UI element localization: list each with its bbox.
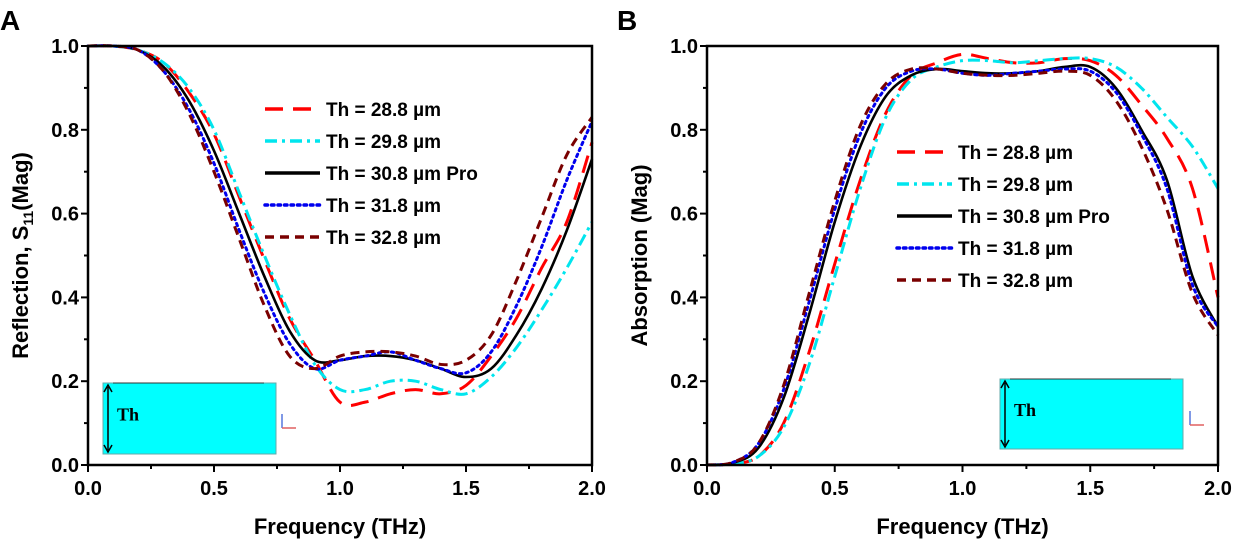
series-line-3 — [705, 67, 1220, 467]
legend-label: Th = 29.8 µm — [958, 175, 1073, 196]
y-tick-label: 0.6 — [670, 204, 698, 226]
x-tick-label: 2.0 — [578, 478, 606, 500]
panel-label: B — [617, 5, 637, 36]
x-tick-label: 0.5 — [821, 478, 849, 500]
y-tick-label: 0.0 — [51, 455, 79, 477]
thickness-inset: Th — [102, 382, 277, 455]
x-tick-label: 2.0 — [1204, 478, 1232, 500]
panel-B: B Th Th = 28.8 µm Th = 29.8 µm Th = 30.8 µm … — [617, 5, 1232, 539]
y-tick-label: 0.4 — [51, 287, 80, 309]
x-tick-label: 1.5 — [452, 478, 480, 500]
x-tick-label: 0.5 — [200, 478, 228, 500]
legend-label: Th = 30.8 µm Pro — [958, 207, 1110, 228]
y-tick-label: 1.0 — [670, 36, 698, 58]
axis-triad-icon — [1189, 411, 1204, 426]
y-tick-label: 1.0 — [51, 36, 79, 58]
x-tick-label: 1.0 — [326, 478, 354, 500]
legend-label: Th = 32.8 µm — [958, 271, 1073, 292]
x-axis-label: Frequency (THz) — [876, 514, 1048, 539]
y-tick-label: 0.0 — [670, 455, 698, 477]
series-line-4 — [87, 44, 594, 371]
series-line-1 — [706, 56, 1220, 467]
thickness-inset: Th — [999, 378, 1184, 450]
legend-label: Th = 32.8 µm — [326, 228, 441, 249]
y-tick-label: 0.8 — [670, 120, 698, 142]
legend-label: Th = 30.8 µm Pro — [326, 164, 478, 185]
y-tick-label: 0.2 — [670, 371, 698, 393]
legend-label: Th = 31.8 µm — [958, 239, 1073, 260]
x-tick-label: 0.0 — [693, 478, 721, 500]
x-tick-label: 1.5 — [1076, 478, 1104, 500]
legend-label: Th = 28.8 µm — [326, 100, 441, 121]
legend-label: Th = 29.8 µm — [326, 132, 441, 153]
inset-label: Th — [1014, 400, 1036, 420]
x-tick-label: 0.0 — [74, 478, 102, 500]
y-tick-label: 0.2 — [51, 371, 79, 393]
y-tick-label: 0.8 — [51, 120, 79, 142]
series-line-2 — [706, 63, 1220, 467]
y-tick-label: 0.4 — [670, 287, 699, 309]
y-axis-label: Absorption (Mag) — [627, 164, 652, 346]
y-tick-label: 0.6 — [51, 204, 79, 226]
panel-label: A — [0, 5, 20, 36]
legend-label: Th = 28.8 µm — [958, 143, 1073, 164]
x-tick-label: 1.0 — [949, 478, 977, 500]
series-line-1 — [87, 44, 594, 396]
series-line-0 — [706, 52, 1220, 467]
x-axis-label: Frequency (THz) — [254, 514, 426, 539]
panel-A: A Th Th = 28.8 µm Th = 29.8 µm Th = 30.8 µm … — [0, 5, 606, 539]
series-line-4 — [706, 66, 1220, 467]
y-axis-label: Reflection, S11(Mag) — [8, 152, 36, 359]
inset-label: Th — [117, 405, 139, 425]
axis-triad-icon — [281, 414, 296, 429]
legend-label: Th = 31.8 µm — [326, 196, 441, 217]
